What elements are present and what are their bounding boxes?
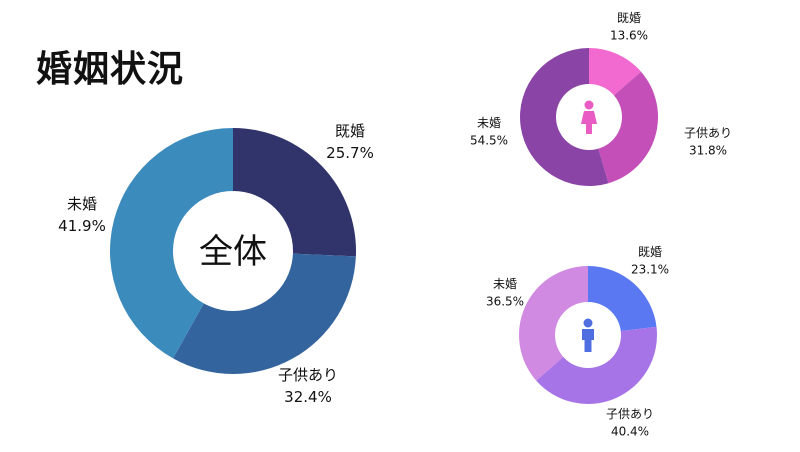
donut-chart-1: 既婚 25.7% 子供あり 32.4% 未婚 41.9% 全体 bbox=[58, 122, 374, 406]
slice-value-label: 32.4% bbox=[284, 388, 332, 406]
slice-label: 既婚 bbox=[617, 11, 641, 25]
slice-value-label: 13.6% bbox=[610, 28, 648, 42]
slice-label: 既婚 bbox=[335, 122, 365, 140]
slice-value-label: 31.8% bbox=[689, 143, 727, 157]
female-person-icon bbox=[581, 100, 597, 134]
donut-chart-2: 既婚 13.6% 子供あり 31.8% 未婚 54.5% bbox=[470, 11, 732, 186]
donut-hole bbox=[173, 191, 293, 311]
slice-value-label: 25.7% bbox=[326, 144, 374, 162]
slice-value-label: 36.5% bbox=[486, 294, 524, 308]
slice-label: 既婚 bbox=[638, 245, 662, 259]
slice-label: 子供あり bbox=[606, 407, 654, 421]
donut-slice bbox=[589, 71, 658, 184]
slice-label: 子供あり bbox=[684, 126, 732, 140]
slice-label: 未婚 bbox=[67, 195, 97, 213]
male-person-icon bbox=[582, 318, 594, 352]
slice-value-label: 41.9% bbox=[58, 217, 106, 235]
slice-value-label: 23.1% bbox=[631, 262, 669, 276]
slice-label: 未婚 bbox=[477, 116, 501, 130]
slice-value-label: 54.5% bbox=[470, 133, 508, 147]
donut-chart-3: 既婚 23.1% 子供あり 40.4% 未婚 36.5% bbox=[486, 245, 669, 438]
page-title: 婚姻状況 bbox=[36, 49, 185, 90]
donut-slice bbox=[519, 266, 588, 381]
slice-label: 未婚 bbox=[493, 277, 517, 291]
slice-label: 子供あり bbox=[278, 366, 338, 384]
center-label: 全体 bbox=[199, 232, 267, 272]
slice-value-label: 40.4% bbox=[611, 424, 649, 438]
